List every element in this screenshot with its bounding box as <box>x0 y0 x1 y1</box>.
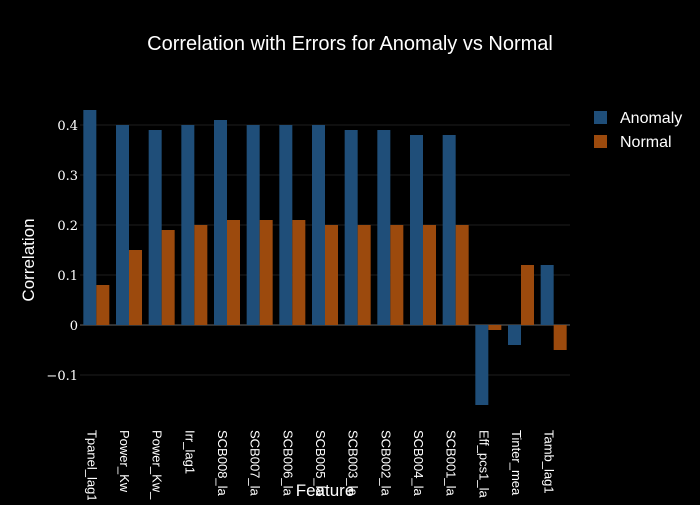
bar-anomaly-6[interactable] <box>279 125 293 325</box>
x-tick-label: Tpanel_lag1 <box>84 430 99 500</box>
legend-label-normal[interactable]: Normal <box>620 134 672 151</box>
x-tick-label: SCB003_la <box>346 430 361 497</box>
bar-normal-13[interactable] <box>521 265 534 325</box>
bar-normal-5[interactable] <box>259 220 273 325</box>
bar-anomaly-9[interactable] <box>377 130 391 325</box>
x-tick-label: Tamb_lag1 <box>542 430 557 494</box>
y-tick-label: −0.1 <box>46 369 78 384</box>
bar-normal-3[interactable] <box>194 225 208 325</box>
bar-anomaly-7[interactable] <box>312 125 325 325</box>
bar-anomaly-2[interactable] <box>148 130 162 325</box>
bar-layer <box>83 110 567 405</box>
bar-normal-10[interactable] <box>423 225 436 325</box>
chart-title: Correlation with Errors for Anomaly vs N… <box>147 33 553 55</box>
bar-anomaly-3[interactable] <box>181 125 195 325</box>
x-tick-label: SCB004_la <box>411 430 426 497</box>
x-tick-label: Power_Kw_ <box>150 430 165 500</box>
x-tick-label: SCB007_la <box>248 430 263 497</box>
tick-layer: −0.1 0 0.1 0.2 0.3 0.4 Tpanel_lag1 Power_Kw Powe… <box>46 119 557 502</box>
bar-normal-4[interactable] <box>227 220 240 325</box>
y-tick-label: 0.4 <box>57 119 78 134</box>
x-tick-label: SCB001_la <box>444 430 459 497</box>
bar-anomaly-5[interactable] <box>246 125 260 325</box>
x-tick-label: Tinter_mea <box>509 430 524 496</box>
bar-normal-12[interactable] <box>488 325 502 330</box>
y-axis-label: Correlation <box>19 218 38 301</box>
bar-anomaly-14[interactable] <box>540 265 554 325</box>
bar-anomaly-10[interactable] <box>410 135 423 325</box>
bar-anomaly-12[interactable] <box>475 325 489 405</box>
x-tick-label: Power_Kw <box>117 430 132 493</box>
bar-anomaly-1[interactable] <box>116 125 129 325</box>
y-tick-label: 0.1 <box>57 269 78 284</box>
legend-swatch-anomaly[interactable] <box>594 111 607 124</box>
x-tick-label: Irr_lag1 <box>182 430 197 474</box>
legend[interactable]: Anomaly Normal <box>594 110 682 151</box>
y-tick-label: 0.2 <box>57 219 78 234</box>
y-tick-label: 0 <box>70 319 78 334</box>
bar-normal-11[interactable] <box>455 225 469 325</box>
legend-label-anomaly[interactable]: Anomaly <box>620 110 682 127</box>
bar-normal-7[interactable] <box>325 225 338 325</box>
x-tick-label: SCB005_la <box>313 430 328 497</box>
bar-normal-9[interactable] <box>390 225 404 325</box>
bar-anomaly-13[interactable] <box>508 325 521 345</box>
bar-anomaly-4[interactable] <box>214 120 227 325</box>
x-tick-label: Eff_pcs1_la <box>476 430 491 498</box>
bar-normal-8[interactable] <box>357 225 371 325</box>
bar-normal-6[interactable] <box>292 220 306 325</box>
bar-normal-14[interactable] <box>553 325 567 350</box>
bar-anomaly-11[interactable] <box>442 135 456 325</box>
legend-swatch-normal[interactable] <box>594 135 607 148</box>
bar-anomaly-8[interactable] <box>344 130 358 325</box>
bar-normal-0[interactable] <box>96 285 110 325</box>
x-axis-label: Feature <box>296 481 355 500</box>
y-tick-label: 0.3 <box>57 169 78 184</box>
x-tick-label: SCB008_la <box>215 430 230 497</box>
bar-anomaly-0[interactable] <box>83 110 97 325</box>
x-tick-label: SCB002_la <box>378 430 393 497</box>
bar-normal-2[interactable] <box>161 230 175 325</box>
bar-normal-1[interactable] <box>129 250 142 325</box>
x-tick-label: SCB006_la <box>280 430 295 497</box>
